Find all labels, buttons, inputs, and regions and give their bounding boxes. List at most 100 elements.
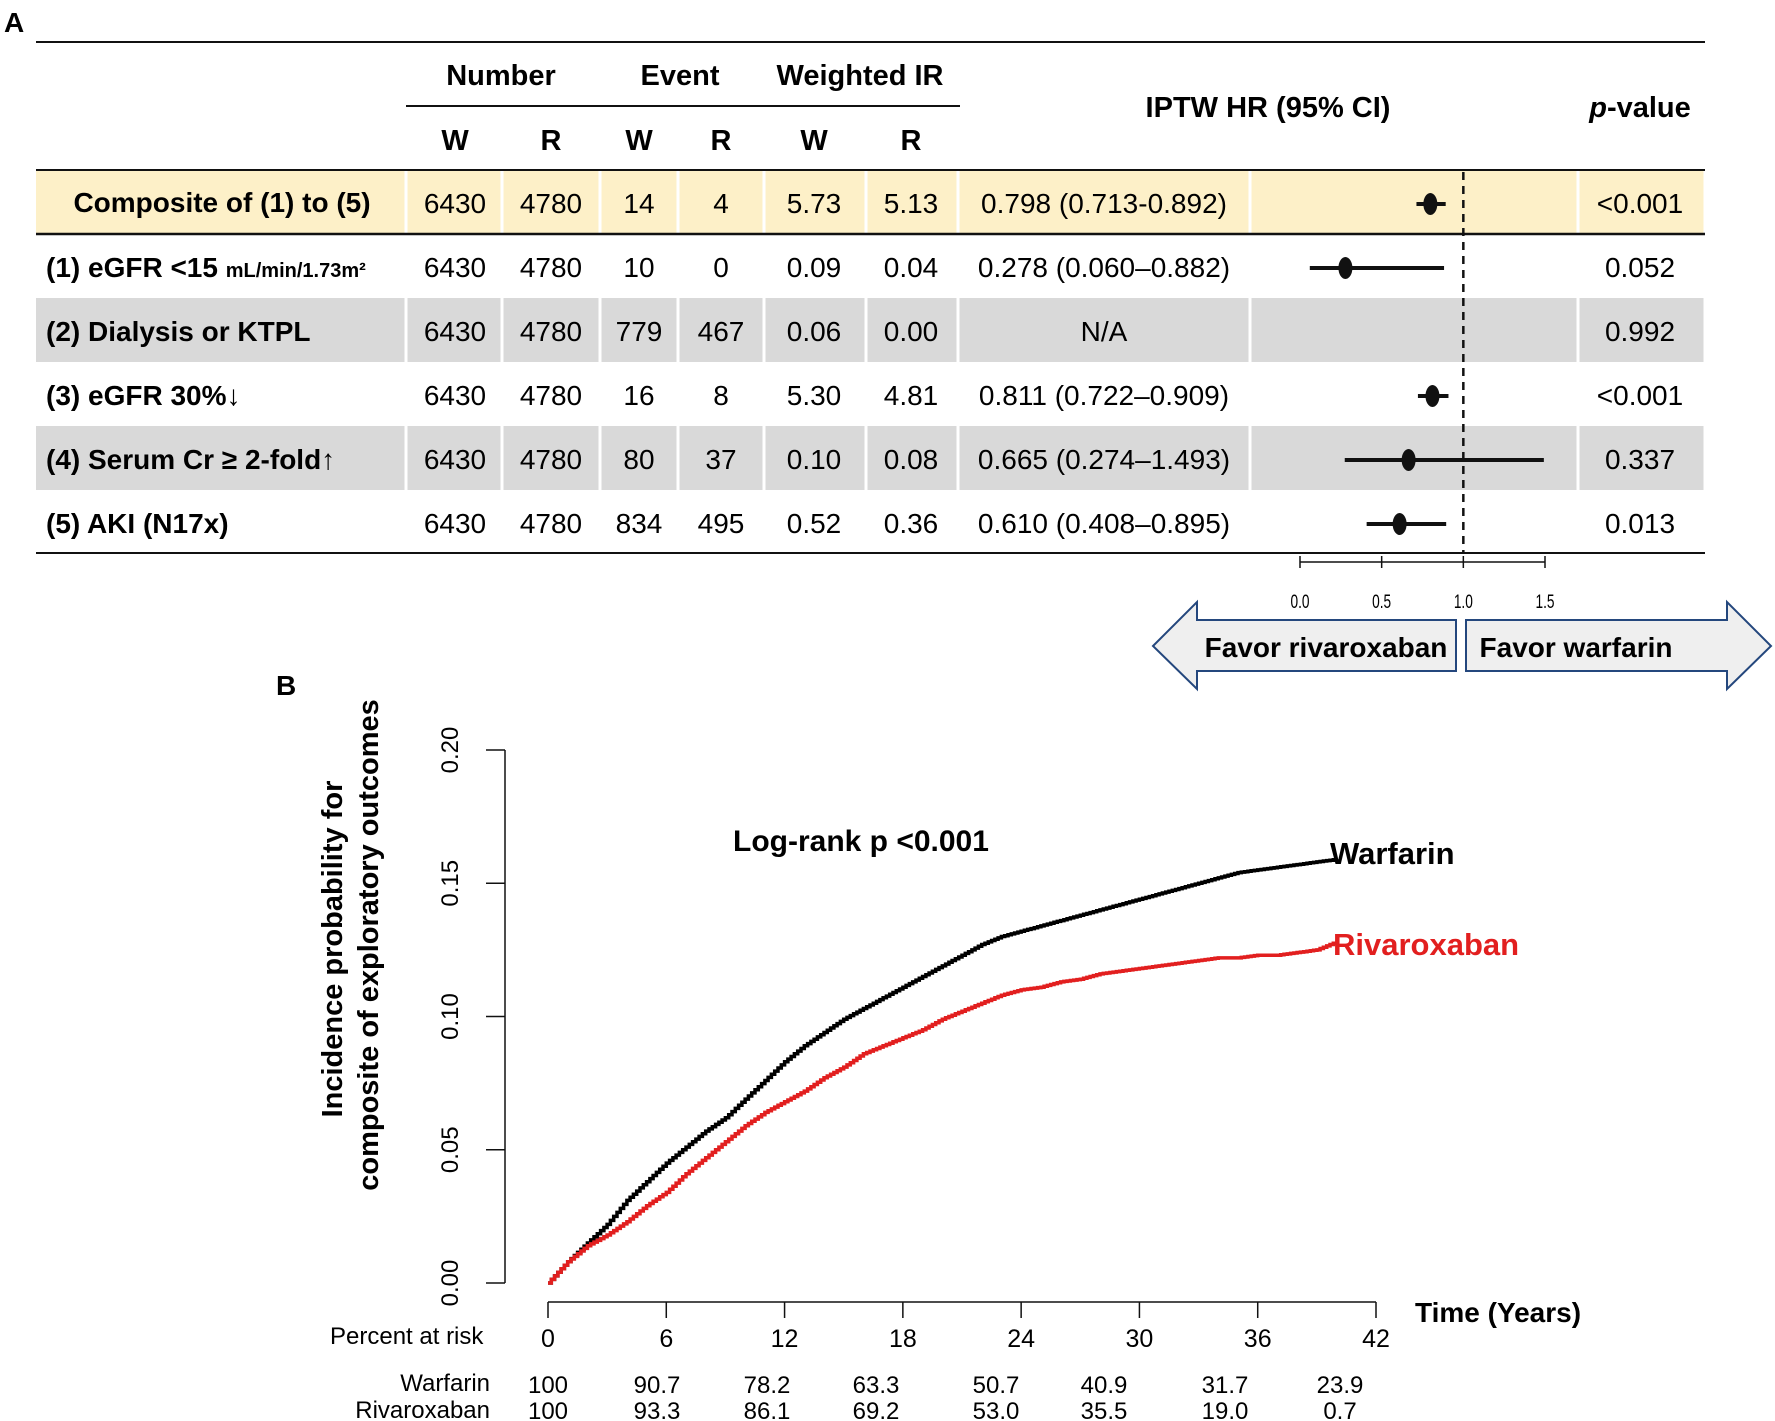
cell-hr: 0.798 (0.713-0.892) bbox=[981, 188, 1227, 219]
cell-pvalue: <0.001 bbox=[1597, 380, 1683, 411]
favor-rivaroxaban-label: Favor rivaroxaban bbox=[1205, 632, 1448, 663]
risk-value: 53.0 bbox=[973, 1398, 1020, 1421]
risk-row-name: Warfarin bbox=[400, 1370, 490, 1397]
forest-axis-tick-label: 0.0 bbox=[1290, 591, 1309, 613]
cell-hr: N/A bbox=[1081, 316, 1128, 347]
row-label: (4) Serum Cr ≥ 2-fold↑ bbox=[46, 444, 335, 475]
risk-value: 93.3 bbox=[634, 1398, 681, 1421]
risk-value: 50.7 bbox=[973, 1372, 1020, 1399]
table-row: (4) Serum Cr ≥ 2-fold↑ 6430 4780 80 37 0… bbox=[46, 444, 1675, 475]
forest-axis-tick-label: 1.5 bbox=[1535, 591, 1554, 613]
cell-ir-w: 5.30 bbox=[787, 380, 842, 411]
forest-axis-tick-label: 1.0 bbox=[1454, 591, 1473, 613]
subheader-w-ir: W bbox=[800, 125, 828, 157]
y-axis-tick-label: 0.10 bbox=[437, 993, 464, 1040]
table-row: (5) AKI (N17x) 6430 4780 834 495 0.52 0.… bbox=[46, 508, 1675, 539]
header-pvalue-italic: p bbox=[1588, 92, 1607, 124]
y-axis-tick-label: 0.20 bbox=[437, 727, 464, 774]
row-background bbox=[36, 298, 1705, 362]
row-label: (3) eGFR 30%↓ bbox=[46, 380, 241, 411]
cell-number-w: 6430 bbox=[424, 252, 486, 283]
cell-number-r: 4780 bbox=[520, 252, 582, 283]
forest-plot: 0.0 0.5 1.0 1.5 bbox=[1290, 172, 1555, 613]
risk-value: 100 bbox=[528, 1372, 568, 1399]
cell-event-r: 467 bbox=[698, 316, 745, 347]
subheader-r-event: R bbox=[711, 125, 732, 157]
cell-ir-r: 0.04 bbox=[884, 252, 939, 283]
cell-ir-r: 0.08 bbox=[884, 444, 939, 475]
favor-rivaroxaban-arrow-shape bbox=[1151, 599, 1457, 692]
header-weighted-ir: Weighted IR bbox=[776, 60, 943, 92]
x-axis-tick-label: 36 bbox=[1244, 1325, 1272, 1353]
cell-number-r: 4780 bbox=[520, 380, 582, 411]
table-row: Composite of (1) to (5) 6430 4780 14 4 5… bbox=[73, 187, 1683, 219]
cell-number-r: 4780 bbox=[520, 188, 582, 219]
table-row: (3) eGFR 30%↓ 6430 4780 16 8 5.30 4.81 0… bbox=[46, 380, 1683, 411]
cell-ir-r: 5.13 bbox=[884, 188, 939, 219]
cell-event-w: 834 bbox=[616, 508, 663, 539]
panel-b-label: B bbox=[276, 670, 296, 701]
risk-value: 31.7 bbox=[1202, 1372, 1249, 1399]
risk-value: 86.1 bbox=[744, 1398, 791, 1421]
risk-value: 23.9 bbox=[1317, 1372, 1364, 1399]
forest-axis-tick-label: 0.5 bbox=[1372, 591, 1391, 613]
cell-ir-r: 0.00 bbox=[884, 316, 939, 347]
cell-number-w: 6430 bbox=[424, 508, 486, 539]
cell-event-r: 8 bbox=[713, 380, 729, 411]
risk-value: 19.0 bbox=[1202, 1398, 1249, 1421]
cell-number-w: 6430 bbox=[424, 380, 486, 411]
logrank-annotation: Log-rank p <0.001 bbox=[733, 825, 989, 858]
y-axis-tick-label: 0.05 bbox=[437, 1126, 464, 1173]
x-axis-tick-label: 30 bbox=[1126, 1325, 1154, 1353]
cell-number-w: 6430 bbox=[424, 188, 486, 219]
risk-value: 40.9 bbox=[1081, 1372, 1128, 1399]
row-label-unit: mL/min/1.73m² bbox=[226, 260, 366, 282]
cell-event-r: 37 bbox=[705, 444, 736, 475]
cell-pvalue: 0.052 bbox=[1605, 252, 1675, 283]
x-axis-tick-label: 18 bbox=[889, 1325, 917, 1353]
cell-hr: 0.610 (0.408–0.895) bbox=[978, 508, 1230, 539]
cell-ir-w: 0.06 bbox=[787, 316, 842, 347]
x-axis-tick-label: 6 bbox=[659, 1325, 673, 1353]
header-pvalue: p-value bbox=[1588, 92, 1691, 124]
cell-ir-r: 0.36 bbox=[884, 508, 939, 539]
cell-event-w: 80 bbox=[623, 444, 654, 475]
risk-value: 63.3 bbox=[853, 1372, 900, 1399]
row-label-main: (1) eGFR <15 bbox=[46, 252, 226, 283]
legend-rivaroxaban: Rivaroxaban bbox=[1333, 927, 1519, 962]
forest-point bbox=[1338, 257, 1353, 279]
panel-a-label: A bbox=[4, 7, 24, 38]
risk-table-header: Percent at risk bbox=[330, 1323, 484, 1350]
cell-number-r: 4780 bbox=[520, 316, 582, 347]
cell-pvalue: <0.001 bbox=[1597, 188, 1683, 219]
x-axis-tick-label: 42 bbox=[1362, 1325, 1390, 1353]
km-curves bbox=[548, 857, 1339, 1285]
km-curve-warfarin bbox=[548, 857, 1339, 1285]
y-axis-title-line2: composite of exploratory outcomes bbox=[353, 699, 385, 1191]
cell-event-w: 10 bbox=[623, 252, 654, 283]
subheader-w-event: W bbox=[625, 125, 653, 157]
risk-value: 100 bbox=[528, 1398, 568, 1421]
y-axis-tick-label: 0.15 bbox=[437, 860, 464, 907]
header-number: Number bbox=[446, 60, 556, 92]
row-label: (1) eGFR <15 mL/min/1.73m² bbox=[46, 252, 366, 283]
risk-value: 78.2 bbox=[744, 1372, 791, 1399]
y-axis-title: Incidence probability for composite of e… bbox=[317, 699, 385, 1191]
cell-pvalue: 0.013 bbox=[1605, 508, 1675, 539]
forest-point bbox=[1425, 385, 1440, 407]
y-axis-tick-label: 0.00 bbox=[437, 1260, 464, 1307]
cell-number-r: 4780 bbox=[520, 508, 582, 539]
cell-pvalue: 0.337 bbox=[1605, 444, 1675, 475]
cell-ir-w: 0.10 bbox=[787, 444, 842, 475]
cell-number-w: 6430 bbox=[424, 444, 486, 475]
cell-hr: 0.278 (0.060–0.882) bbox=[978, 252, 1230, 283]
subheader-r-ir: R bbox=[901, 125, 922, 157]
header-event: Event bbox=[641, 60, 720, 92]
risk-row-warfarin: Warfarin 100 90.7 78.2 63.3 50.7 40.9 31… bbox=[400, 1370, 1363, 1399]
km-axes: 0.00 0.05 0.10 0.15 0.20 0 6 12 18 24 30 36 42 bbox=[437, 727, 1390, 1353]
row-label: (2) Dialysis or KTPL bbox=[46, 316, 311, 347]
cell-ir-w: 0.52 bbox=[787, 508, 842, 539]
favor-rivaroxaban-arrow: Favor rivaroxaban bbox=[1151, 599, 1457, 692]
risk-row-name: Rivaroxaban bbox=[355, 1397, 490, 1421]
km-curve-rivaroxaban bbox=[548, 941, 1339, 1285]
